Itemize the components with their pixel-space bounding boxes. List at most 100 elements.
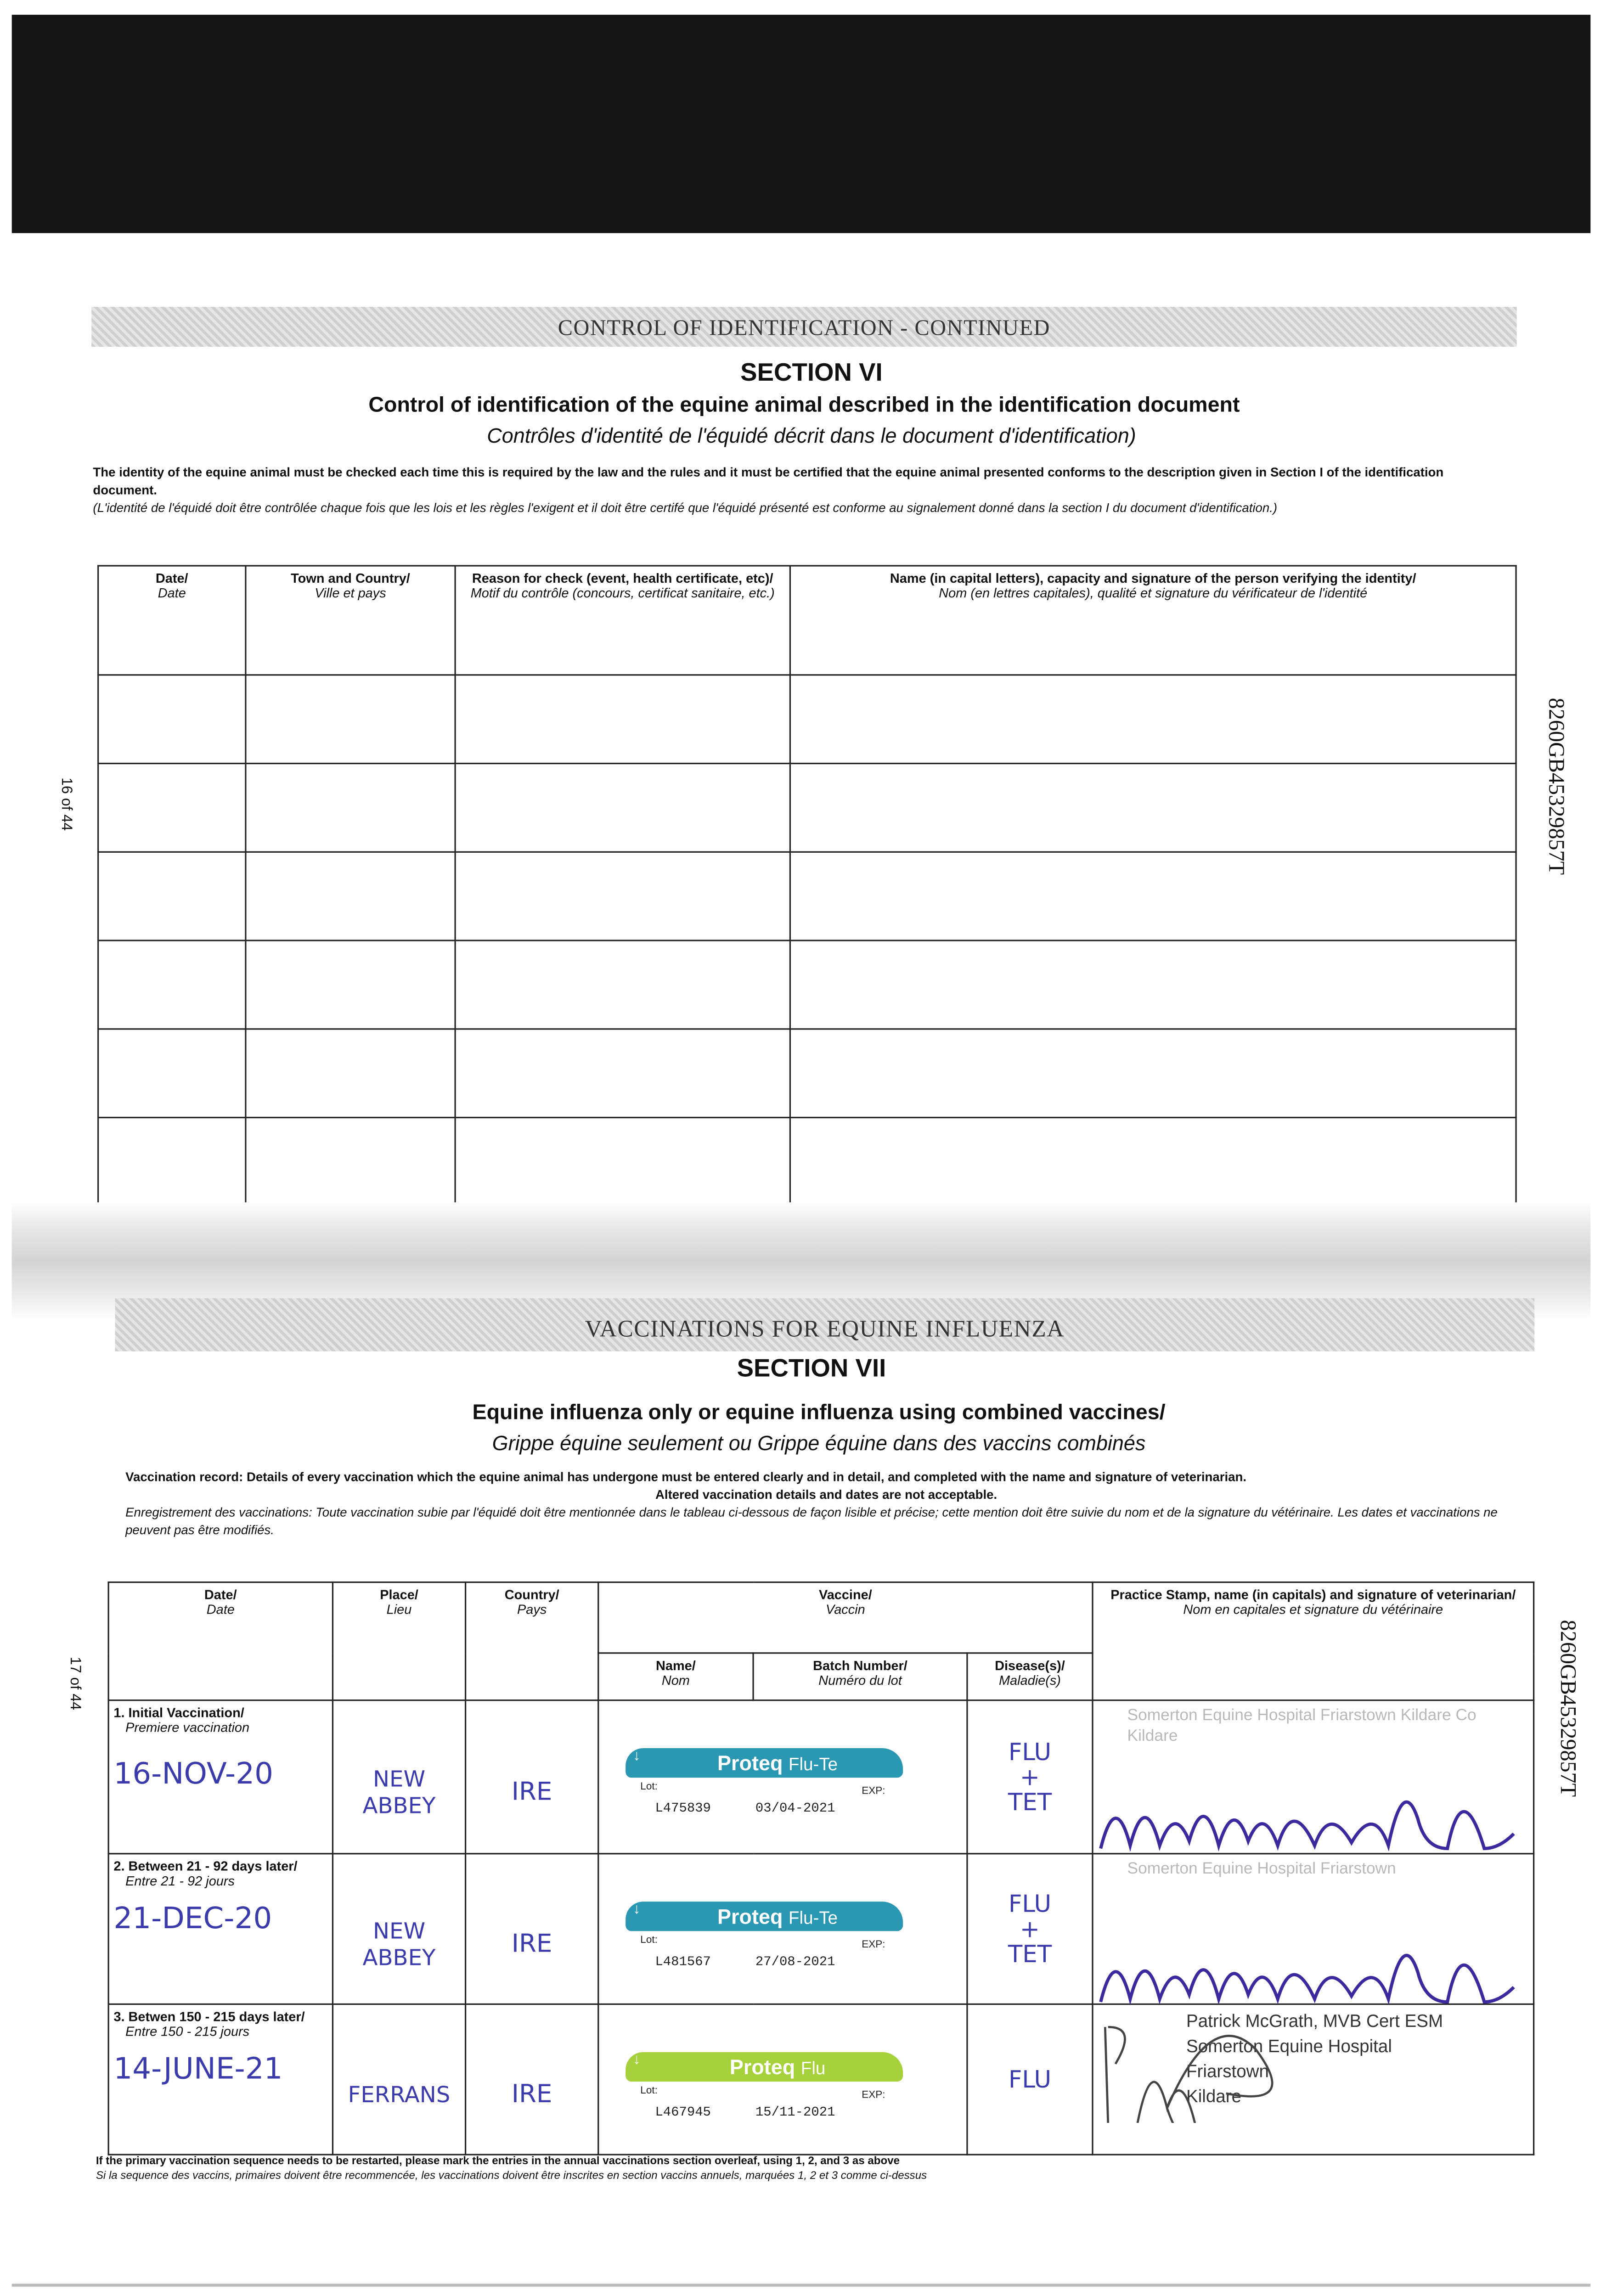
- vaccine-label-cell[interactable]: ↓ Proteq Flu Lot: EXP: L467945 15/11-202…: [597, 2003, 968, 2155]
- vaccine-brand: Proteq: [729, 2055, 795, 2079]
- lot-label: Lot:: [640, 2086, 658, 2097]
- col-town: Town and Country/Ville et pays: [245, 565, 456, 676]
- stamp-cell[interactable]: Somerton Equine Hospital Friarstown Kild…: [1092, 1699, 1535, 1855]
- expiry-date: 15/11-2021: [755, 2105, 835, 2120]
- date-cell[interactable]: 1. Initial Vaccination/ Premiere vaccina…: [107, 1699, 334, 1855]
- country-cell[interactable]: IRE: [465, 2003, 599, 2155]
- vaccine-sticker: ↓ Proteq Flu-Te: [626, 1902, 903, 1931]
- cell[interactable]: [245, 851, 456, 941]
- country-cell[interactable]: IRE: [465, 1699, 599, 1855]
- vaccine-sticker: ↓ Proteq Flu: [626, 2052, 903, 2082]
- cell[interactable]: [97, 674, 247, 765]
- expiry-date: 27/08-2021: [755, 1954, 835, 1970]
- instructions-en-2: Altered vaccination details and dates ar…: [655, 1487, 997, 1502]
- stamp-cell[interactable]: Somerton Equine Hospital Friarstown: [1092, 1853, 1535, 2006]
- cell[interactable]: [97, 1117, 247, 1207]
- vaccination-row: 2. Between 21 - 92 days later/ Entre 21 …: [107, 1853, 1535, 2006]
- step-label-fr: Entre 21 - 92 jours: [125, 1874, 235, 1889]
- cell[interactable]: [789, 940, 1517, 1030]
- country-cell[interactable]: IRE: [465, 1853, 599, 2005]
- cell[interactable]: [454, 674, 791, 765]
- cell[interactable]: [454, 1117, 791, 1207]
- batch-number: L481567: [655, 1954, 711, 1970]
- cell[interactable]: [245, 1028, 456, 1119]
- document-id-top: 8260GB45329857T: [1543, 698, 1567, 875]
- cell[interactable]: [245, 940, 456, 1030]
- stamp-cell[interactable]: Patrick McGrath, MVB Cert ESM Somerton E…: [1092, 2003, 1535, 2155]
- table-row: [97, 940, 1517, 1030]
- date-cell[interactable]: 3. Betwen 150 - 215 days later/ Entre 15…: [107, 2003, 334, 2155]
- table-header-row: Date/Date Place/Lieu Country/Pays Vaccin…: [107, 1581, 1535, 1701]
- disease-cell[interactable]: FLU + TET: [966, 1853, 1093, 2005]
- place: FERRANS: [348, 2081, 451, 2108]
- step-label: 1. Initial Vaccination/: [113, 1705, 244, 1721]
- section7-heading: SECTION VII: [737, 1354, 886, 1383]
- table-row: [97, 1028, 1517, 1119]
- vaccine-variant: Flu-Te: [788, 1754, 838, 1775]
- document-id-bottom: 8260GB45329857T: [1555, 1620, 1579, 1797]
- cell[interactable]: [97, 1028, 247, 1119]
- table-row: [97, 674, 1517, 765]
- disease: FLU + TET: [1008, 1738, 1052, 1816]
- vaccine-label-cell[interactable]: ↓ Proteq Flu-Te Lot: EXP: L481567 27/08-…: [597, 1853, 968, 2005]
- cell[interactable]: [245, 674, 456, 765]
- place-cell[interactable]: FERRANS: [332, 2003, 467, 2155]
- instructions-fr: (L'identité de l'équidé doit être contrô…: [93, 500, 1278, 515]
- cell[interactable]: [789, 762, 1517, 853]
- cell[interactable]: [245, 1117, 456, 1207]
- disease-cell[interactable]: FLU: [966, 2003, 1093, 2155]
- page-number-17: 17 of 44: [66, 1656, 83, 1711]
- section6-instructions: The identity of the equine animal must b…: [93, 463, 1502, 517]
- place-cell[interactable]: NEW ABBEY: [332, 1699, 467, 1855]
- vaccination-row: 3. Betwen 150 - 215 days later/ Entre 15…: [107, 2003, 1535, 2155]
- instructions-fr: Enregistrement des vaccinations: Toute v…: [125, 1504, 1498, 1537]
- vaccine-brand: Proteq: [717, 1751, 783, 1775]
- vaccination-table: Date/Date Place/Lieu Country/Pays Vaccin…: [107, 1581, 1535, 2155]
- cell[interactable]: [789, 1028, 1517, 1119]
- arrow-down-icon: ↓: [633, 1902, 641, 1918]
- cell[interactable]: [245, 762, 456, 853]
- vaccine-variant: Flu: [800, 2058, 826, 2079]
- cell[interactable]: [789, 674, 1517, 765]
- section6-banner: CONTROL OF IDENTIFICATION - CONTINUED: [91, 307, 1517, 347]
- disease-cell[interactable]: FLU + TET: [966, 1699, 1093, 1855]
- veterinarian-signature: [1099, 1953, 1515, 2006]
- section7-instructions: Vaccination record: Details of every vac…: [125, 1468, 1527, 1539]
- step-label-fr: Entre 150 - 215 jours: [125, 2024, 250, 2039]
- place-cell[interactable]: NEW ABBEY: [332, 1853, 467, 2005]
- cell[interactable]: [789, 1117, 1517, 1207]
- arrow-down-icon: ↓: [633, 2052, 641, 2069]
- col-disease: Disease(s)/Maladie(s): [966, 1652, 1093, 1701]
- col-reason: Reason for check (event, health certific…: [454, 565, 791, 676]
- date-cell[interactable]: 2. Between 21 - 92 days later/ Entre 21 …: [107, 1853, 334, 2005]
- instructions-en: The identity of the equine animal must b…: [93, 465, 1444, 497]
- page-bottom-edge: [11, 2284, 1591, 2287]
- section6-heading: SECTION VI: [740, 358, 883, 387]
- step-label: 3. Betwen 150 - 215 days later/: [113, 2009, 305, 2024]
- country: IRE: [511, 2079, 552, 2109]
- vaccination-date: 21-DEC-20: [113, 1900, 272, 1936]
- cell[interactable]: [454, 851, 791, 941]
- cell[interactable]: [454, 940, 791, 1030]
- table-row: [97, 762, 1517, 853]
- vaccination-date: 14-JUNE-21: [113, 2050, 283, 2086]
- disease: FLU + TET: [1008, 1890, 1052, 1968]
- identification-check-table: Date/Date Town and Country/Ville et pays…: [97, 565, 1517, 1207]
- cell[interactable]: [454, 1028, 791, 1119]
- section6-title-fr: Contrôles d'identité de l'équidé décrit …: [487, 423, 1136, 447]
- lot-label: Lot:: [640, 1936, 658, 1946]
- col-date: Date/Date: [97, 565, 247, 676]
- table-row: [97, 1117, 1517, 1207]
- cell[interactable]: [454, 762, 791, 853]
- cell[interactable]: [97, 851, 247, 941]
- arrow-down-icon: ↓: [633, 1748, 641, 1765]
- cell[interactable]: [789, 851, 1517, 941]
- page-number-16: 16 of 44: [57, 777, 74, 831]
- redacted-band: [11, 15, 1591, 233]
- col-vaccine: Vaccine/Vaccin: [597, 1581, 1093, 1654]
- veterinarian-signature: [1099, 1800, 1515, 1852]
- cell[interactable]: [97, 762, 247, 853]
- cell[interactable]: [97, 940, 247, 1030]
- footer-en: If the primary vaccination sequence need…: [96, 2154, 900, 2167]
- vaccine-label-cell[interactable]: ↓ Proteq Flu-Te Lot: EXP: L475839 03/04-…: [597, 1699, 968, 1855]
